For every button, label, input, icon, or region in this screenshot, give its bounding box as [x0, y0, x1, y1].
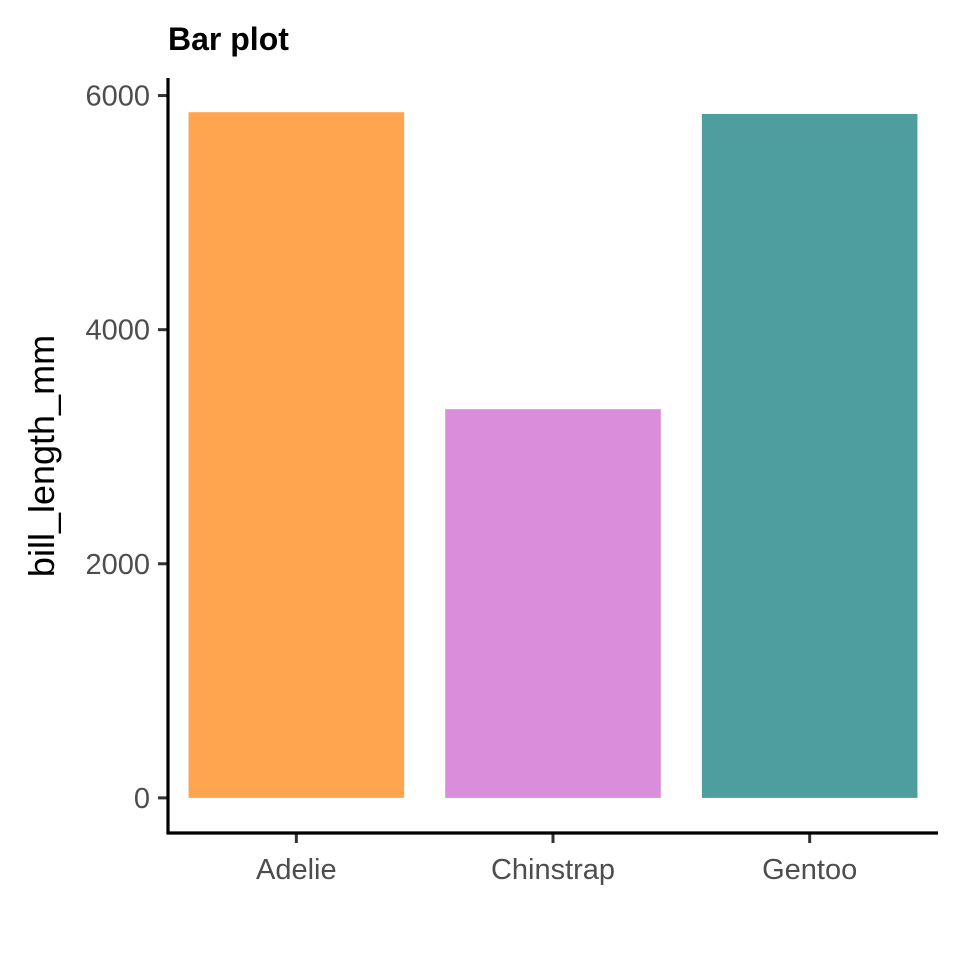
y-axis-ticks: 0 2000 4000 6000: [85, 81, 168, 815]
bar-chinstrap: [445, 409, 661, 798]
y-axis-label: bill_length_mm: [21, 335, 62, 577]
x-tick-label: Gentoo: [762, 854, 857, 886]
bar-gentoo: [701, 113, 918, 798]
x-axis-ticks: Adelie Chinstrap Gentoo: [256, 833, 857, 886]
x-tick-label: Adelie: [256, 854, 337, 886]
bars-group: [188, 112, 918, 798]
chart-title: Bar plot: [168, 21, 289, 57]
y-tick-label: 2000: [85, 549, 150, 581]
y-tick-label: 6000: [85, 81, 150, 113]
x-tick-label: Chinstrap: [491, 854, 615, 886]
y-tick-label: 0: [134, 783, 150, 815]
bar-adelie: [188, 112, 405, 798]
y-tick-label: 4000: [85, 315, 150, 347]
